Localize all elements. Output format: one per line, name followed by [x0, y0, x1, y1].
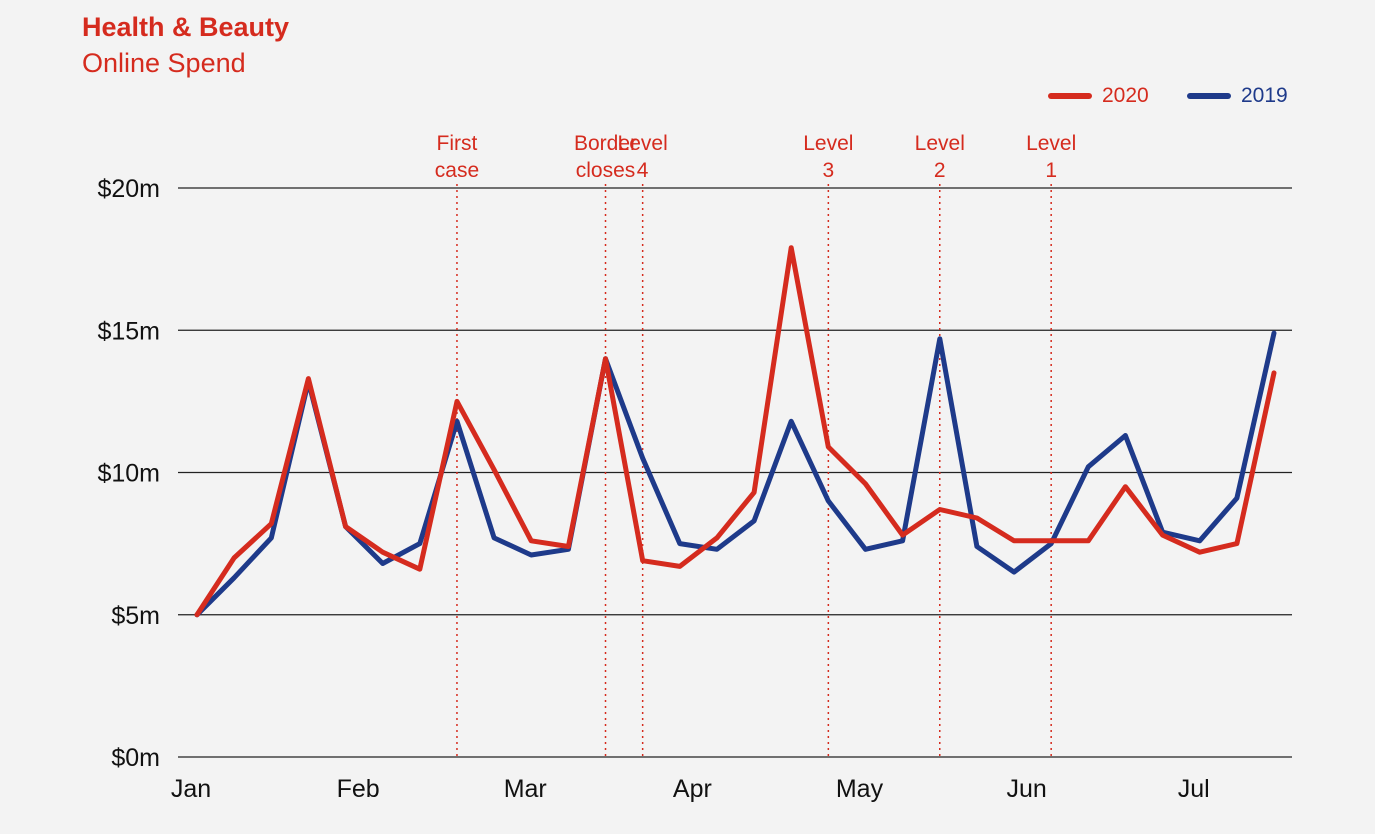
- event-label: Level: [618, 132, 668, 155]
- event-label: Level: [1026, 132, 1076, 155]
- chart-subtitle: Online Spend: [82, 48, 246, 78]
- event-label: Level: [803, 132, 853, 155]
- event-label: 1: [1045, 159, 1057, 182]
- event-label: 3: [823, 159, 835, 182]
- x-tick-label: Jul: [1178, 775, 1210, 803]
- event-label: case: [435, 159, 479, 182]
- x-tick-label: May: [836, 775, 884, 803]
- legend-item-2019: 2019: [1187, 84, 1288, 108]
- y-tick-label: $15m: [97, 317, 160, 345]
- y-tick-label: $0m: [111, 744, 160, 772]
- x-tick-label: Jan: [171, 775, 211, 803]
- legend-label-2019: 2019: [1241, 84, 1288, 107]
- y-tick-label: $20m: [97, 175, 160, 203]
- x-tick-label: Apr: [673, 775, 712, 803]
- legend-label-2020: 2020: [1102, 84, 1149, 107]
- event-label: 2: [934, 159, 946, 182]
- legend-swatch-2019: [1187, 93, 1231, 99]
- event-label: 4: [637, 159, 649, 182]
- legend-swatch-2020: [1048, 93, 1092, 99]
- series-line-2019: [194, 330, 1277, 618]
- legend-item-2020: 2020: [1048, 84, 1149, 108]
- series-line-2020: [194, 245, 1277, 618]
- x-tick-label: Mar: [504, 775, 547, 803]
- x-tick-label: Jun: [1006, 775, 1046, 803]
- y-tick-label: $5m: [111, 602, 160, 630]
- x-tick-label: Feb: [337, 775, 380, 803]
- chart-title: Health & Beauty: [82, 12, 290, 42]
- event-label: First: [437, 132, 478, 155]
- event-label: Level: [915, 132, 965, 155]
- event-label: closes: [576, 159, 636, 182]
- event-label: Border: [574, 132, 637, 155]
- y-tick-label: $10m: [97, 460, 160, 488]
